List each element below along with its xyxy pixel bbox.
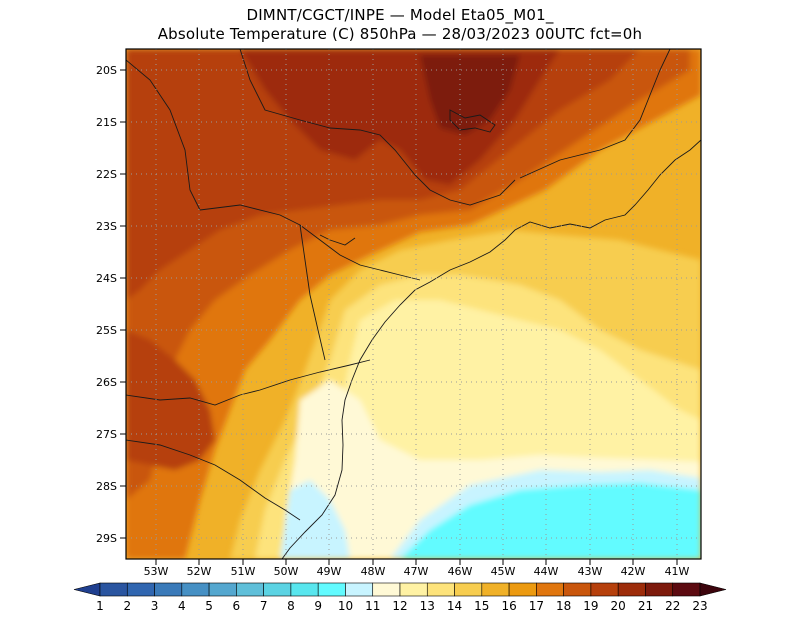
- lon-label: 50W: [274, 565, 299, 578]
- map-frame: [125, 48, 702, 560]
- colorbar-segment: [508, 582, 537, 597]
- latitude-axis: 20S 21S 22S 23S 24S 25S 26S 27S 28S 29S: [96, 64, 126, 545]
- country-border-west: [299, 224, 326, 361]
- colorbar-label: 6: [233, 599, 241, 613]
- lon-label: 52W: [187, 565, 212, 578]
- colorbar-label: 9: [314, 599, 322, 613]
- colorbar-label: 3: [151, 599, 159, 613]
- colorbar-label: 1: [96, 599, 104, 613]
- colorbar-label: 16: [501, 599, 516, 613]
- colorbar-segment: [126, 582, 155, 597]
- graticule: [126, 49, 701, 559]
- colorbar-segment: [181, 582, 210, 597]
- colorbar: 1 2 3 4 5 6 7 8 9 10 11 12 13 14 15 16 17 18 19 20 21 22 23: [73, 582, 727, 613]
- colorbar-segment: [372, 582, 401, 597]
- state-border-pr-sc: [126, 359, 371, 406]
- state-border-sp-mg: [239, 49, 516, 206]
- colorbar-segment: [563, 582, 592, 597]
- lon-label: 49W: [317, 565, 342, 578]
- colorbar-segment: [263, 582, 292, 597]
- lon-label: 46W: [448, 565, 473, 578]
- colorbar-label: 8: [287, 599, 295, 613]
- lon-label: 44W: [534, 565, 559, 578]
- colorbar-label: 20: [611, 599, 626, 613]
- colorbar-label: 18: [556, 599, 571, 613]
- colorbar-label: 15: [474, 599, 489, 613]
- lat-label: 24S: [96, 272, 117, 285]
- colorbar-segment: [345, 582, 374, 597]
- colorbar-segment: [154, 582, 183, 597]
- lon-label: 47W: [404, 565, 429, 578]
- colorbar-segment: [290, 582, 319, 597]
- lon-label: 53W: [144, 565, 169, 578]
- temp-band-20c-south: [126, 330, 215, 470]
- lat-label: 25S: [96, 324, 117, 337]
- temp-band-10c: [400, 483, 701, 559]
- lat-label: 26S: [96, 376, 117, 389]
- lat-label: 23S: [96, 220, 117, 233]
- colorbar-segment: [481, 582, 510, 597]
- colorbar-segment: [454, 582, 483, 597]
- map-subtitle: Absolute Temperature (C) 850hPa — 28/03/…: [157, 25, 643, 43]
- longitude-axis: 53W 52W 51W 50W 49W 48W 47W 46W 45W 44W …: [144, 559, 690, 578]
- colorbar-label: 12: [392, 599, 407, 613]
- map-title: DIMNT/CGCT/INPE — Model Eta05_M01_: [246, 6, 554, 24]
- colorbar-label: 7: [260, 599, 268, 613]
- lat-label: 22S: [96, 168, 117, 181]
- lat-label: 29S: [96, 532, 117, 545]
- colorbar-segment: [645, 582, 674, 597]
- coastline: [281, 139, 701, 559]
- lat-label: 28S: [96, 480, 117, 493]
- colorbar-segment: [590, 582, 619, 597]
- colorbar-segment: [672, 582, 701, 597]
- lat-label: 20S: [96, 64, 117, 77]
- lat-label: 27S: [96, 428, 117, 441]
- lat-label: 21S: [96, 116, 117, 129]
- colorbar-segment: [236, 582, 264, 597]
- temp-band-11c: [280, 480, 350, 559]
- colorbar-label: 22: [665, 599, 680, 613]
- colorbar-segment: [317, 582, 346, 597]
- lon-label: 41W: [665, 565, 690, 578]
- colorbar-label: 5: [205, 599, 213, 613]
- river-parana: [319, 234, 356, 246]
- state-border-sp-pr: [199, 204, 421, 281]
- colorbar-segment: [617, 582, 646, 597]
- colorbar-label: 4: [178, 599, 186, 613]
- state-border-sc-rs: [126, 439, 301, 521]
- colorbar-label: 21: [638, 599, 653, 613]
- colorbar-label: 14: [447, 599, 462, 613]
- colorbar-segment: [99, 582, 128, 597]
- colorbar-segment: [426, 582, 455, 597]
- colorbar-label: 11: [365, 599, 380, 613]
- colorbar-label: 23: [692, 599, 707, 613]
- lon-label: 51W: [231, 565, 256, 578]
- colorbar-segment: [536, 582, 564, 597]
- coastline-borders: [126, 49, 701, 559]
- colorbar-segment: [399, 582, 428, 597]
- temp-band-22c: [420, 55, 520, 135]
- colorbar-arrow-high: [699, 582, 727, 597]
- colorbar-arrow-low: [73, 582, 101, 597]
- state-border-ms-sp: [126, 59, 201, 211]
- lon-label: 43W: [578, 565, 603, 578]
- colorbar-label: 10: [338, 599, 353, 613]
- lon-label: 48W: [361, 565, 386, 578]
- lake-furnas: [449, 109, 496, 133]
- lon-label: 42W: [621, 565, 646, 578]
- temperature-field: [126, 49, 701, 559]
- colorbar-label: 2: [123, 599, 131, 613]
- colorbar-segment: [208, 582, 237, 597]
- colorbar-label: 19: [583, 599, 598, 613]
- colorbar-label: 17: [529, 599, 544, 613]
- lon-label: 45W: [491, 565, 516, 578]
- colorbar-label: 13: [420, 599, 435, 613]
